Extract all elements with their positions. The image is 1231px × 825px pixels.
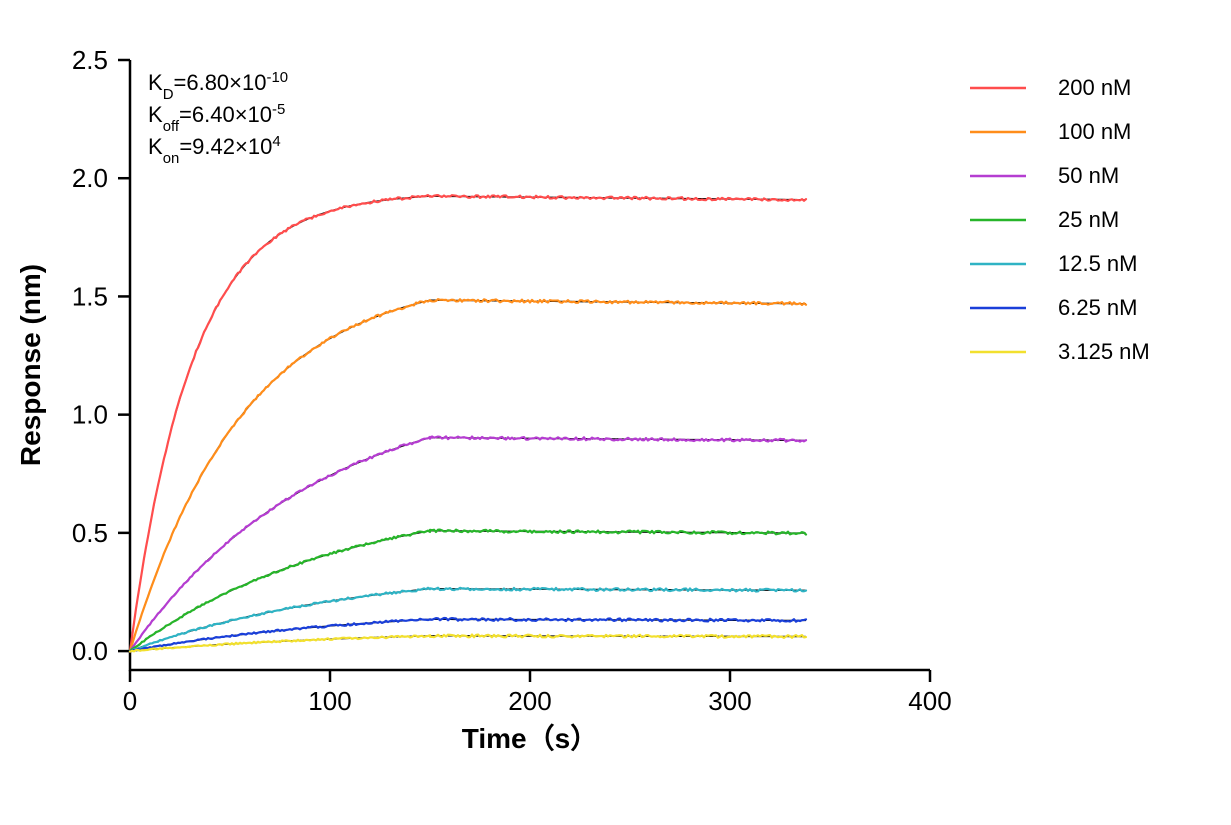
x-tick-label: 400 xyxy=(908,686,951,716)
y-axis-label: Response (nm) xyxy=(15,264,46,466)
x-tick-label: 300 xyxy=(708,686,751,716)
y-tick-label: 1.0 xyxy=(72,400,108,430)
legend-label: 200 nM xyxy=(1058,75,1131,100)
y-tick-label: 2.0 xyxy=(72,163,108,193)
x-tick-label: 200 xyxy=(508,686,551,716)
y-tick-label: 2.5 xyxy=(72,45,108,75)
y-tick-label: 0.5 xyxy=(72,518,108,548)
legend-label: 25 nM xyxy=(1058,207,1119,232)
legend-label: 100 nM xyxy=(1058,119,1131,144)
legend-label: 6.25 nM xyxy=(1058,295,1138,320)
y-tick-label: 0.0 xyxy=(72,636,108,666)
legend-label: 12.5 nM xyxy=(1058,251,1138,276)
legend-label: 3.125 nM xyxy=(1058,339,1150,364)
y-tick-label: 1.5 xyxy=(72,281,108,311)
x-tick-label: 0 xyxy=(123,686,137,716)
binding-kinetics-chart: 0.0 0.5 1.0 1.5 2.0 2.5 0 100 200 300 400 Time（s） Re… xyxy=(0,0,1231,825)
legend-label: 50 nM xyxy=(1058,163,1119,188)
x-tick-label: 100 xyxy=(308,686,351,716)
x-axis-label: Time（s） xyxy=(462,722,598,754)
